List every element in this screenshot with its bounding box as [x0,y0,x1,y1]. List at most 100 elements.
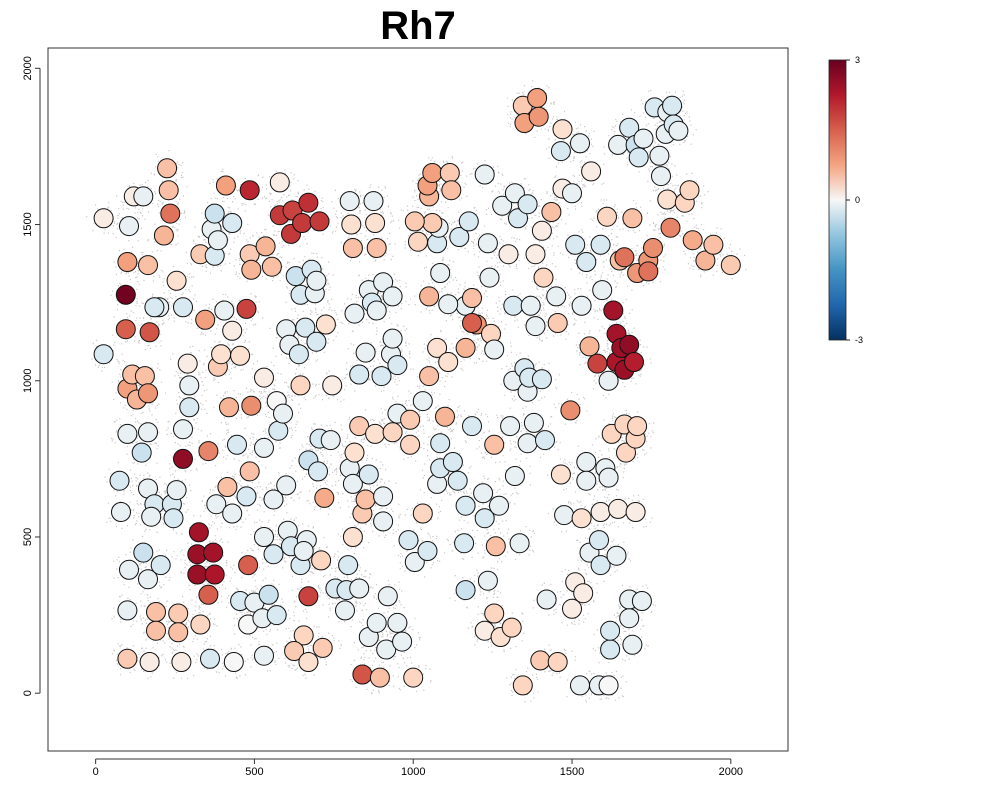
y-axis: 0 500 1000 1500 2000 [22,56,41,696]
data-point [422,213,443,233]
data-point [484,434,505,455]
data-point [358,464,379,485]
data-point [435,406,455,427]
data-point [571,508,592,529]
data-point [600,620,621,641]
data-point [134,366,155,387]
data-point [412,391,433,412]
data-point [217,477,238,497]
data-point [523,412,544,433]
data-point [619,117,640,138]
data-point [117,600,138,621]
data-point [204,203,225,224]
data-point [533,267,554,288]
data-point [484,339,505,360]
x-axis: 0 500 1000 1500 2000 [93,758,743,778]
data-point [382,286,403,307]
data-point [146,620,166,641]
data-point [398,530,419,551]
data-point [349,578,370,599]
data-point [284,641,305,661]
data-point [254,437,274,458]
data-point [373,272,394,293]
data-point [430,263,451,283]
data-point [455,495,476,516]
data-point [576,470,597,491]
data-point [562,183,582,204]
data-point [404,552,425,572]
data-point [619,334,640,355]
data-point [547,313,568,333]
data-point [616,442,636,463]
data-point [222,503,243,524]
data-point [530,650,551,671]
data-point [600,639,621,660]
data-point [589,530,609,551]
data-point [462,288,482,308]
data-point [392,631,413,652]
data-point [153,225,174,246]
data-point [503,295,524,316]
data-point [536,589,557,610]
data-point [138,569,158,590]
data-point [288,344,309,365]
data-point [504,466,525,486]
data-point [335,600,355,621]
data-point [146,602,166,622]
colorbar-tick-label: 3 [855,55,860,65]
data-point [312,637,333,658]
data-point [550,464,571,485]
data-point [322,375,343,396]
data-point [366,238,387,258]
data-point [462,416,482,437]
data-point [695,250,716,271]
data-point [720,255,741,276]
data-point [268,420,289,441]
data-point [373,511,394,532]
data-point [342,238,363,258]
x-tick-label: 0 [93,766,99,778]
data-point [188,522,209,543]
data-point [93,208,114,229]
data-point [573,583,594,604]
data-point [273,403,293,424]
data-point [554,505,575,526]
data-point [525,244,546,265]
data-point [614,247,635,268]
data-point [150,555,171,576]
data-point [649,145,670,166]
x-tick-label: 1500 [560,766,584,778]
data-point [570,133,590,154]
data-point [211,344,232,365]
data-point [139,322,160,343]
data-point [306,270,327,291]
data-point [258,584,279,605]
data-point [339,191,360,212]
data-point [703,234,724,255]
data-point [535,430,555,451]
data-point [298,586,319,607]
data-point [349,364,370,385]
data-point [682,230,703,251]
data-point [430,433,451,454]
data-point [474,164,495,185]
data-point [298,192,319,213]
data-point [382,328,403,349]
data-point [627,416,648,437]
data-point [365,213,386,233]
data-point [449,227,470,247]
data-point [290,375,311,396]
data-point [408,231,428,252]
data-point [239,180,260,201]
data-point [293,625,314,646]
data-point [115,319,136,340]
data-point [508,208,528,229]
data-point [168,622,189,643]
data-point [341,214,362,235]
data-point [657,189,678,210]
data-point [309,211,330,232]
data-point [119,559,139,580]
data-point [352,664,373,685]
data-point [479,267,500,288]
x-tick-label: 2000 [719,766,743,778]
